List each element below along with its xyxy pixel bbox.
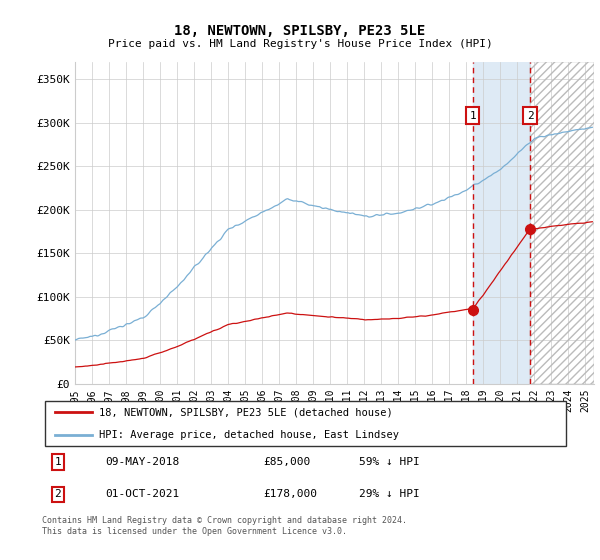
Text: HPI: Average price, detached house, East Lindsey: HPI: Average price, detached house, East… [99, 430, 399, 440]
Text: Contains HM Land Registry data © Crown copyright and database right 2024.
This d: Contains HM Land Registry data © Crown c… [42, 516, 407, 536]
Text: 2: 2 [55, 489, 61, 500]
Text: £85,000: £85,000 [264, 457, 311, 467]
Text: 18, NEWTOWN, SPILSBY, PE23 5LE (detached house): 18, NEWTOWN, SPILSBY, PE23 5LE (detached… [99, 407, 393, 417]
Text: 09-MAY-2018: 09-MAY-2018 [106, 457, 179, 467]
Bar [530, 62, 594, 384]
Text: 1: 1 [469, 110, 476, 120]
Text: £178,000: £178,000 [264, 489, 318, 500]
Text: 2: 2 [527, 110, 533, 120]
Text: 18, NEWTOWN, SPILSBY, PE23 5LE: 18, NEWTOWN, SPILSBY, PE23 5LE [175, 24, 425, 38]
Text: Price paid vs. HM Land Registry's House Price Index (HPI): Price paid vs. HM Land Registry's House … [107, 39, 493, 49]
Text: 29% ↓ HPI: 29% ↓ HPI [359, 489, 419, 500]
Text: 1: 1 [55, 457, 61, 467]
FancyBboxPatch shape [44, 401, 566, 446]
Text: 59% ↓ HPI: 59% ↓ HPI [359, 457, 419, 467]
Text: 01-OCT-2021: 01-OCT-2021 [106, 489, 179, 500]
Bar [473, 62, 530, 384]
